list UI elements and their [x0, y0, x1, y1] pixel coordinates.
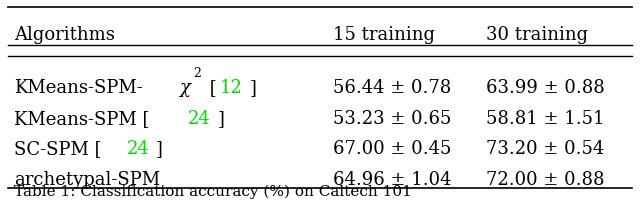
Text: 12: 12	[220, 79, 243, 97]
Text: 24: 24	[127, 140, 149, 158]
Text: 56.44 ± 0.78: 56.44 ± 0.78	[333, 79, 451, 97]
Text: KMeans-SPM [: KMeans-SPM [	[14, 109, 150, 127]
Text: 73.20 ± 0.54: 73.20 ± 0.54	[486, 140, 604, 158]
Text: [: [	[204, 79, 216, 97]
Text: 24: 24	[188, 109, 211, 127]
Text: 64.96 ± 1.04: 64.96 ± 1.04	[333, 170, 451, 188]
Text: 72.00 ± 0.88: 72.00 ± 0.88	[486, 170, 604, 188]
Text: 53.23 ± 0.65: 53.23 ± 0.65	[333, 109, 451, 127]
Text: Algorithms: Algorithms	[14, 26, 115, 44]
Text: χ: χ	[180, 79, 191, 97]
Text: 15 training: 15 training	[333, 26, 435, 44]
Text: 58.81 ± 1.51: 58.81 ± 1.51	[486, 109, 604, 127]
Text: ]: ]	[218, 109, 224, 127]
Text: 63.99 ± 0.88: 63.99 ± 0.88	[486, 79, 604, 97]
Text: 67.00 ± 0.45: 67.00 ± 0.45	[333, 140, 451, 158]
Text: ]: ]	[156, 140, 163, 158]
Text: Table 1: Classification accuracy (%) on Caltech 101: Table 1: Classification accuracy (%) on …	[14, 184, 412, 199]
Text: archetypal-SPM: archetypal-SPM	[14, 170, 160, 188]
Text: SC-SPM [: SC-SPM [	[14, 140, 102, 158]
Text: 30 training: 30 training	[486, 26, 588, 44]
Text: KMeans-SPM-: KMeans-SPM-	[14, 79, 143, 97]
Text: 2: 2	[193, 66, 202, 79]
Text: ]: ]	[249, 79, 256, 97]
